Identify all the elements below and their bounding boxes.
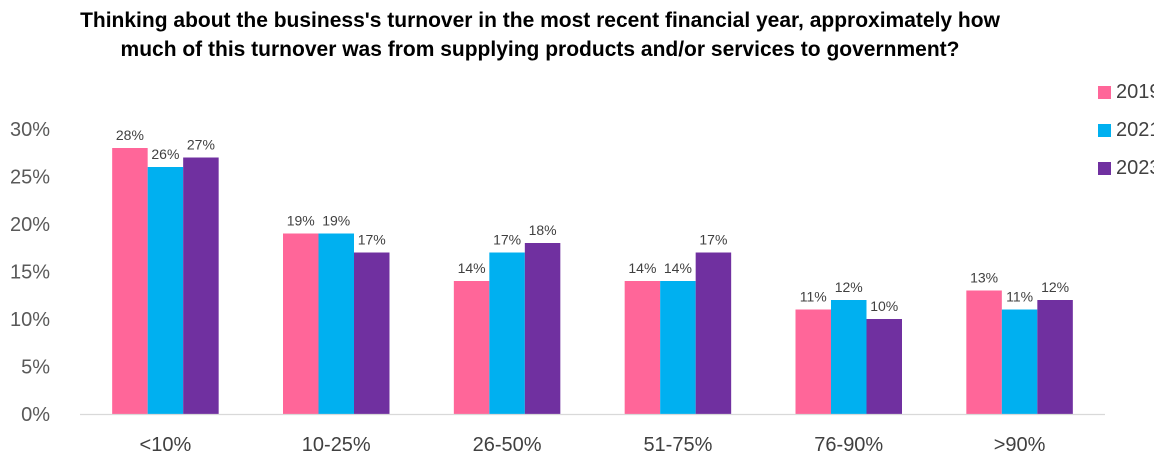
data-label: 14% [628, 260, 656, 276]
y-axis: 0% 5% 10% 15% 20% 25% 30% [10, 119, 50, 426]
bar-2021 [147, 167, 184, 414]
data-label: 19% [287, 213, 315, 229]
data-label: 12% [835, 279, 863, 295]
data-label: 12% [1041, 279, 1069, 295]
bar-2023 [354, 252, 390, 414]
y-tick-label: 10% [10, 309, 50, 331]
x-tick-label: 51-75% [643, 434, 712, 456]
data-label: 28% [116, 127, 144, 143]
bar-2023 [524, 243, 561, 414]
bar-2021 [660, 281, 696, 414]
data-label: 17% [358, 232, 386, 248]
data-label: 18% [529, 222, 557, 238]
bar-2021 [831, 300, 867, 414]
x-tick-label: <10% [140, 434, 192, 456]
chart-title: Thinking about the business's turnover i… [80, 9, 1000, 61]
legend-item-2023: 2023 [1098, 156, 1154, 180]
bar-2023 [183, 157, 219, 414]
y-tick-label: 5% [21, 357, 50, 379]
data-label: 11% [800, 289, 827, 305]
data-label: 10% [870, 298, 898, 314]
bar-2021 [489, 252, 525, 414]
bar-2021 [1001, 309, 1038, 414]
data-label: 13% [970, 270, 998, 286]
data-label: 27% [187, 137, 215, 153]
bar-2019 [112, 148, 148, 414]
bar-2019 [966, 290, 1002, 414]
data-label: 17% [699, 232, 727, 248]
y-tick-label: 15% [10, 262, 50, 284]
bar-2023 [695, 252, 732, 414]
data-label: 19% [322, 213, 350, 229]
legend-label: 2021 [1116, 118, 1154, 141]
data-label: 17% [493, 232, 521, 248]
data-labels: 28% 26% 27% 19% 19% 17% 14% 17% 18% 14% 14% 17% 11% 1… [116, 127, 1069, 314]
y-tick-label: 30% [10, 119, 50, 141]
bar-2019 [624, 281, 661, 414]
x-tick-label: 10-25% [302, 434, 371, 456]
legend-label: 2019 [1116, 80, 1154, 103]
x-axis: <10% 10-25% 26-50% 51-75% 76-90% >90% [80, 413, 1105, 456]
bar-2019 [795, 309, 831, 414]
bar-2019 [283, 233, 319, 414]
data-label: 26% [151, 146, 179, 162]
bar-2021 [318, 233, 354, 414]
y-tick-label: 0% [21, 404, 50, 426]
bar-2023 [866, 319, 902, 414]
y-tick-label: 25% [10, 167, 50, 189]
legend-swatch [1098, 161, 1111, 175]
bar-2019 [453, 281, 490, 414]
x-tick-label: 26-50% [473, 434, 542, 456]
legend-item-2021: 2021 [1098, 118, 1154, 142]
x-tick-label: 76-90% [814, 434, 883, 456]
bar-2023 [1037, 300, 1073, 414]
legend-label: 2023 [1116, 156, 1154, 179]
y-tick-label: 20% [10, 214, 50, 236]
legend-swatch [1098, 85, 1111, 99]
x-tick-label: >90% [994, 434, 1046, 456]
legend-swatch [1098, 123, 1111, 137]
legend-item-2019: 2019 [1098, 80, 1154, 104]
data-label: 14% [458, 260, 486, 276]
data-label: 14% [664, 260, 692, 276]
data-label: 11% [1006, 289, 1033, 305]
bars [112, 148, 1073, 414]
